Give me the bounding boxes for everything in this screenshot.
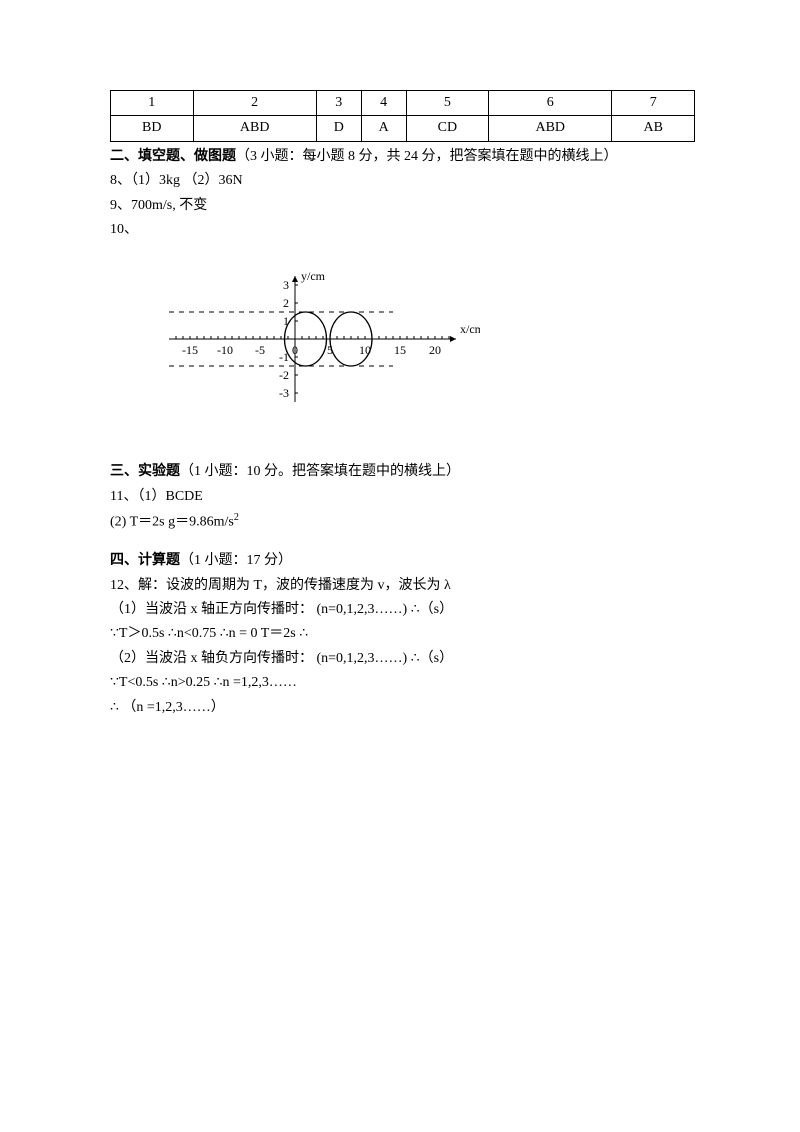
section2-title-rest: （3 小题：每小题 8 分，共 24 分，把答案填在题中的横线上）: [236, 149, 618, 164]
section4-title: 四、计算题（1 小题：17 分）: [110, 550, 695, 572]
svg-text:-5: -5: [255, 343, 265, 357]
section4-title-rest: （1 小题：17 分）: [180, 553, 292, 568]
table-cell: AB: [612, 116, 695, 141]
question-11b: (2) T＝2s g＝9.86m/s2: [110, 510, 695, 534]
svg-text:-1: -1: [279, 350, 289, 364]
q12-l4: （2）当波沿 x 轴负方向传播时： (n=0,1,2,3……) ∴（s）: [110, 648, 695, 670]
q11b-text: (2) T＝2s g＝9.86m/s: [110, 515, 234, 530]
q12-l3: ∵T＞0.5s ∴n<0.75 ∴n = 0 T＝2s ∴: [110, 623, 695, 645]
svg-text:-15: -15: [182, 343, 198, 357]
question-11a: 11、（1）BCDE: [110, 486, 695, 508]
svg-text:0: 0: [292, 343, 298, 357]
table-cell: 7: [612, 91, 695, 116]
svg-text:-3: -3: [279, 386, 289, 400]
table-row: 1 2 3 4 5 6 7: [111, 91, 695, 116]
svg-text:1: 1: [283, 314, 289, 328]
table-cell: 6: [489, 91, 612, 116]
svg-text:5: 5: [327, 343, 333, 357]
section2-title-bold: 二、填空题、做图题: [110, 149, 236, 164]
table-cell: ABD: [193, 116, 316, 141]
table-cell: 3: [316, 91, 361, 116]
svg-text:10: 10: [359, 343, 371, 357]
q12-l5: ∵T<0.5s ∴n>0.25 ∴n =1,2,3……: [110, 672, 695, 694]
svg-text:20: 20: [429, 343, 441, 357]
question-9: 9、700m/s, 不变: [110, 195, 695, 217]
section3-title-rest: （1 小题：10 分。把答案填在题中的横线上）: [180, 464, 460, 479]
q12-l1: 12、解：设波的周期为 T，波的传播速度为 v，波长为 λ: [110, 575, 695, 597]
table-cell: 2: [193, 91, 316, 116]
svg-text:y/cm: y/cm: [301, 269, 326, 283]
q12-l6: ∴ （n =1,2,3……）: [110, 697, 695, 719]
table-cell: CD: [406, 116, 489, 141]
table-cell: A: [361, 116, 406, 141]
table-cell: 4: [361, 91, 406, 116]
q12-l2: （1）当波沿 x 轴正方向传播时： (n=0,1,2,3……) ∴（s）: [110, 599, 695, 621]
section3-title-bold: 三、实验题: [110, 464, 180, 479]
table-cell: D: [316, 116, 361, 141]
squared-superscript: 2: [234, 512, 239, 523]
wave-chart: -15 -10 -5 0 5 10 15 20 -3 -2 -1 1 2 3 x/cm y/cm: [140, 249, 480, 429]
answer-table: 1 2 3 4 5 6 7 BD ABD D A CD ABD AB: [110, 90, 695, 142]
question-8: 8、（1）3kg （2）36N: [110, 170, 695, 192]
svg-text:x/cm: x/cm: [460, 322, 480, 336]
table-cell: BD: [111, 116, 194, 141]
section3-title: 三、实验题（1 小题：10 分。把答案填在题中的横线上）: [110, 461, 695, 483]
question-10-label: 10、: [110, 219, 695, 241]
svg-text:3: 3: [283, 278, 289, 292]
svg-text:15: 15: [394, 343, 406, 357]
table-cell: ABD: [489, 116, 612, 141]
section4-title-bold: 四、计算题: [110, 553, 180, 568]
table-row: BD ABD D A CD ABD AB: [111, 116, 695, 141]
svg-text:2: 2: [283, 296, 289, 310]
table-cell: 1: [111, 91, 194, 116]
section2-title: 二、填空题、做图题（3 小题：每小题 8 分，共 24 分，把答案填在题中的横线…: [110, 146, 695, 168]
svg-text:-2: -2: [279, 368, 289, 382]
svg-text:-10: -10: [217, 343, 233, 357]
table-cell: 5: [406, 91, 489, 116]
